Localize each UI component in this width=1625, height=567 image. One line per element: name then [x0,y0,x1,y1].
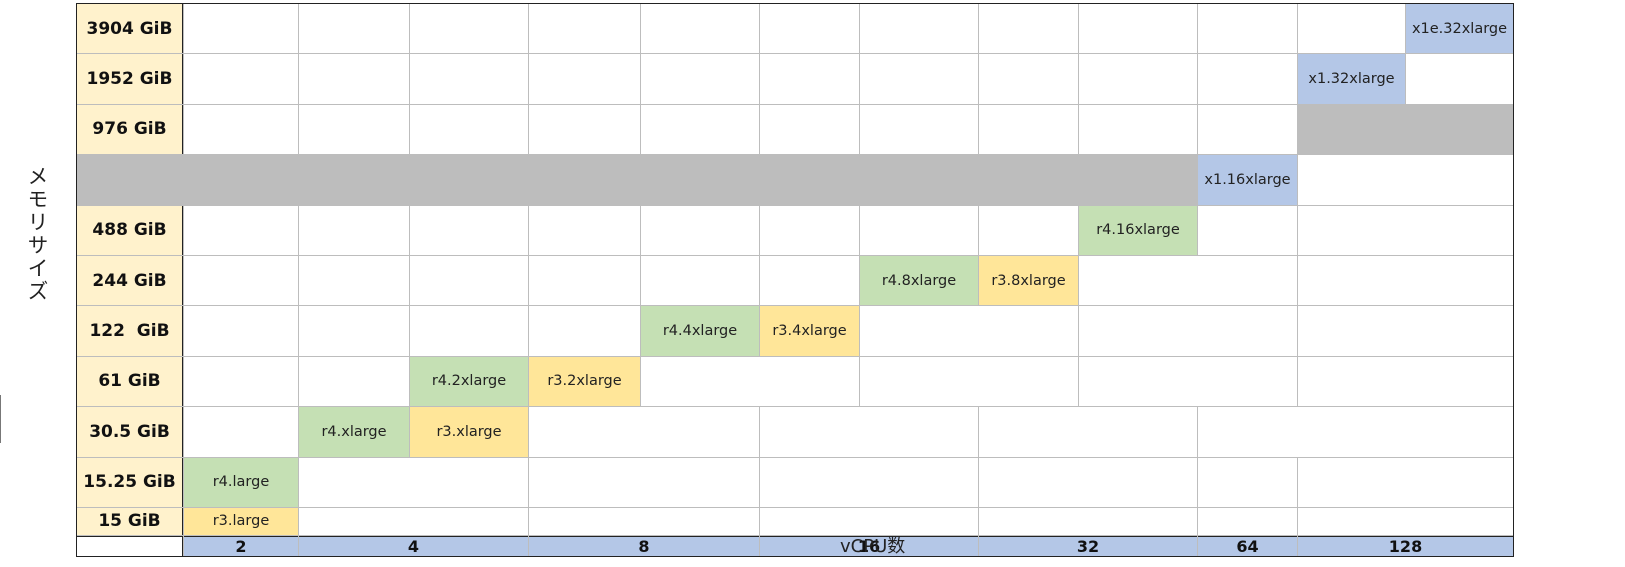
y-axis-label: メモリサイズ [25,165,49,303]
vcpu-label: 16 [760,535,978,556]
instance-x1-32xlarge: x1.32xlarge [1298,54,1405,104]
instance-r3-large: r3.large [184,507,298,535]
memory-label: 976 GiB [77,104,183,155]
memory-label: 244 GiB [77,255,183,306]
instance-r4-large: r4.large [184,457,298,507]
vcpu-label: 2 [184,535,298,556]
vcpu-label: 64 [1198,535,1297,556]
instance-r4-16xlarge: r4.16xlarge [1079,205,1197,255]
memory-label: 15 GiB [77,507,183,535]
memory-label: 122 GiB [77,306,183,356]
instance-r3-xlarge: r3.xlarge [410,407,528,457]
instance-r4-4xlarge: r4.4xlarge [641,306,759,356]
corner-cell [77,535,183,556]
instance-x1e-32xlarge: x1e.32xlarge [1406,4,1513,54]
memory-label: 1952 GiB [77,54,183,104]
instance-x1-16xlarge: x1.16xlarge [1198,155,1297,205]
memory-label: 30.5 GiB [77,407,183,457]
instance-r3-2xlarge: r3.2xlarge [529,356,640,407]
vcpu-label: 4 [299,535,528,556]
memory-label: 488 GiB [77,205,183,255]
instance-r4-8xlarge: r4.8xlarge [860,255,978,306]
vcpu-label: 8 [529,535,759,556]
memory-label: 3904 GiB [77,4,183,54]
memory-label: 15.25 GiB [77,457,183,507]
memory-label: 61 GiB [77,356,183,407]
instance-matrix: 3904 GiB x1e.32xlarge 1952 GiB x1.32xlar… [76,3,1514,557]
edge-divider [0,395,1,443]
vcpu-label: 32 [979,535,1197,556]
vcpu-label: 128 [1298,535,1513,556]
instance-r4-2xlarge: r4.2xlarge [410,356,528,407]
instance-r3-4xlarge: r3.4xlarge [760,306,859,356]
instance-r4-xlarge: r4.xlarge [299,407,409,457]
x-axis-label: vCPU数 [840,536,906,557]
instance-r3-8xlarge: r3.8xlarge [979,255,1078,306]
